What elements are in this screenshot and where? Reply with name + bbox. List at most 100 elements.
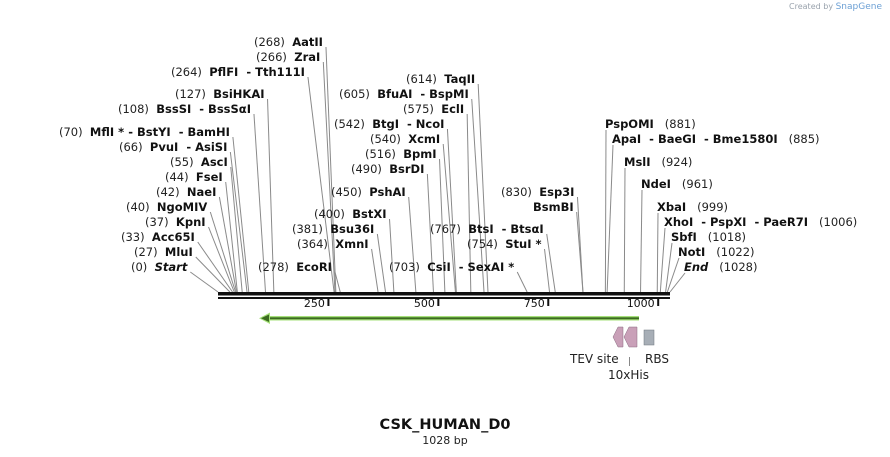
rbs-feature[interactable] bbox=[643, 329, 655, 346]
site-position: (605) bbox=[339, 87, 370, 101]
enzyme-site-label[interactable]: (767) BtsI - BtsαI bbox=[430, 222, 544, 236]
enzyme-site-label[interactable]: BsmBI bbox=[533, 200, 574, 214]
enzyme-site-label[interactable]: (55) AscI bbox=[170, 155, 228, 169]
enzyme-site-label[interactable]: (70) MflI * - BstYI - BamHI bbox=[59, 125, 230, 139]
site-position: (1018) bbox=[707, 230, 747, 244]
enzyme-site-label[interactable]: End (1028) bbox=[684, 260, 758, 274]
site-position: (268) bbox=[254, 35, 285, 49]
axis-ticks bbox=[327, 299, 660, 306]
enzyme-site-label[interactable]: (381) Bsu36I bbox=[292, 222, 374, 236]
enzyme-site-label[interactable]: (266) ZraI bbox=[256, 50, 320, 64]
enzyme-name: AatII bbox=[292, 35, 323, 49]
site-position: (1022) bbox=[716, 245, 755, 259]
enzyme-site-label[interactable]: NotI (1022) bbox=[678, 245, 755, 259]
site-position: (542) bbox=[334, 117, 365, 131]
enzyme-site-label[interactable]: XhoI - PspXI - PaeR7I (1006) bbox=[664, 215, 857, 229]
site-position: (400) bbox=[314, 207, 345, 221]
sequence-name: CSK_HUMAN_D0 bbox=[379, 417, 511, 433]
site-position: (44) bbox=[165, 170, 189, 184]
enzyme-site-label[interactable]: (0) Start bbox=[131, 260, 187, 274]
enzyme-site-label[interactable]: (37) KpnI bbox=[145, 215, 206, 229]
site-position: (0) bbox=[131, 260, 148, 274]
enzyme-name: KpnI bbox=[175, 215, 206, 229]
axis-tick-label: 500 bbox=[413, 297, 435, 310]
enzyme-name: BtgI - NcoI bbox=[372, 117, 445, 131]
site-position: (33) bbox=[121, 230, 145, 244]
enzyme-site-label[interactable]: (264) PflFI - Tth111I bbox=[171, 65, 305, 79]
enzyme-name: BfuAI - BspMI bbox=[377, 87, 469, 101]
enzyme-site-label[interactable]: NdeI (961) bbox=[641, 177, 713, 191]
enzyme-site-label[interactable]: (830) Esp3I bbox=[501, 185, 574, 199]
enzyme-name: AscI bbox=[200, 155, 228, 169]
site-position: (540) bbox=[370, 132, 401, 146]
enzyme-site-label[interactable]: ApaI - BaeGI - Bme1580I (885) bbox=[612, 132, 820, 146]
enzyme-name: PspOMI bbox=[605, 117, 654, 131]
enzyme-site-label[interactable]: (268) AatII bbox=[254, 35, 323, 49]
enzyme-site-label[interactable]: (42) NaeI bbox=[156, 185, 216, 199]
enzyme-name: BsiHKAI bbox=[213, 87, 265, 101]
enzyme-site-label[interactable]: (516) BpmI bbox=[365, 147, 437, 161]
enzyme-name: Start bbox=[154, 260, 188, 274]
enzyme-name: MslI bbox=[624, 155, 651, 169]
axis-tick-label: 250 bbox=[303, 297, 325, 310]
site-position: (37) bbox=[145, 215, 169, 229]
enzyme-site-label[interactable]: (754) StuI * bbox=[467, 237, 542, 251]
enzyme-name: TaqII bbox=[444, 72, 476, 86]
site-position: (55) bbox=[170, 155, 194, 169]
enzyme-name: End bbox=[684, 260, 709, 274]
site-position: (614) bbox=[406, 72, 437, 86]
site-position: (999) bbox=[697, 200, 729, 214]
enzyme-site-label[interactable]: PspOMI (881) bbox=[605, 117, 696, 131]
cds-arrow[interactable] bbox=[259, 312, 639, 325]
site-position: (830) bbox=[501, 185, 532, 199]
enzyme-site-label[interactable]: (400) BstXI bbox=[314, 207, 387, 221]
enzyme-site-label[interactable]: (27) MluI bbox=[134, 245, 193, 259]
enzyme-name: BstXI bbox=[352, 207, 387, 221]
axis-tick-label: 1000 bbox=[626, 297, 655, 310]
site-position: (27) bbox=[134, 245, 158, 259]
enzyme-site-label[interactable]: (703) CsiI - SexAI * bbox=[389, 260, 514, 274]
enzyme-site-label[interactable]: MslI (924) bbox=[624, 155, 692, 169]
enzyme-name: MflI * - BstYI - BamHI bbox=[89, 125, 230, 139]
enzyme-site-label[interactable]: (278) EcoRI bbox=[258, 260, 332, 274]
tev-site-label: TEV site bbox=[570, 352, 619, 366]
enzyme-site-label[interactable]: (575) EclI bbox=[403, 102, 464, 116]
enzyme-site-label[interactable]: SbfI (1018) bbox=[671, 230, 746, 244]
enzyme-site-label[interactable]: (614) TaqII bbox=[406, 72, 475, 86]
enzyme-name: PshAI bbox=[369, 185, 406, 199]
site-position: (575) bbox=[403, 102, 434, 116]
enzyme-site-label[interactable]: XbaI (999) bbox=[657, 200, 728, 214]
enzyme-site-label[interactable]: (33) Acc65I bbox=[121, 230, 195, 244]
site-position: (885) bbox=[788, 132, 820, 146]
enzyme-site-label[interactable]: (108) BssSI - BssSαI bbox=[118, 102, 251, 116]
enzyme-name: Acc65I bbox=[151, 230, 195, 244]
site-position: (264) bbox=[171, 65, 202, 79]
enzyme-site-label[interactable]: (127) BsiHKAI bbox=[175, 87, 265, 101]
enzyme-site-label[interactable]: (44) FseI bbox=[165, 170, 223, 184]
site-position: (490) bbox=[351, 162, 382, 176]
enzyme-name: XcmI bbox=[408, 132, 441, 146]
enzyme-name: PvuI - AsiSI bbox=[149, 140, 228, 154]
enzyme-name: NaeI bbox=[186, 185, 217, 199]
site-position: (266) bbox=[256, 50, 287, 64]
site-position: (1028) bbox=[719, 260, 758, 274]
enzyme-site-label[interactable]: (450) PshAI bbox=[331, 185, 406, 199]
enzyme-name: BsrDI bbox=[389, 162, 425, 176]
enzyme-site-label[interactable]: (40) NgoMIV bbox=[126, 200, 207, 214]
enzyme-site-label[interactable]: (542) BtgI - NcoI bbox=[334, 117, 444, 131]
enzyme-site-label[interactable]: (66) PvuI - AsiSI bbox=[119, 140, 227, 154]
enzyme-name: Bsu36I bbox=[330, 222, 375, 236]
enzyme-site-label[interactable]: (364) XmnI bbox=[297, 237, 369, 251]
enzyme-leader-lines bbox=[190, 46, 686, 293]
tev-site-feature[interactable] bbox=[612, 326, 624, 348]
site-position: (754) bbox=[467, 237, 498, 251]
site-position: (108) bbox=[118, 102, 149, 116]
enzyme-site-label[interactable]: (490) BsrDI bbox=[351, 162, 424, 176]
enzyme-site-label[interactable]: (540) XcmI bbox=[370, 132, 440, 146]
his-tag-feature[interactable] bbox=[623, 326, 638, 348]
enzyme-name: XmnI bbox=[335, 237, 369, 251]
site-position: (450) bbox=[331, 185, 362, 199]
enzyme-name: NgoMIV bbox=[156, 200, 208, 214]
enzyme-name: Esp3I bbox=[539, 185, 575, 199]
enzyme-site-label[interactable]: (605) BfuAI - BspMI bbox=[339, 87, 469, 101]
